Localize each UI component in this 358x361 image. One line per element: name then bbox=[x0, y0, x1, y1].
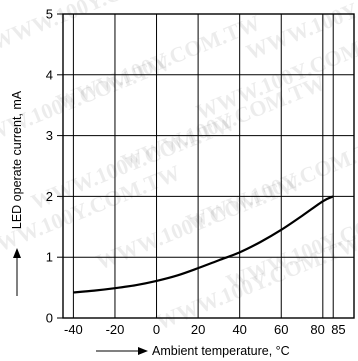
y-tick-label: 2 bbox=[46, 189, 53, 204]
x-tick-label: 60 bbox=[274, 322, 288, 337]
x-tick-label: 0 bbox=[153, 322, 160, 337]
y-tick-labels: 0 1 2 3 4 5 bbox=[46, 7, 63, 326]
series-line bbox=[73, 195, 334, 294]
x-tick-label: 85 bbox=[331, 322, 345, 337]
y-tick-label: 4 bbox=[46, 67, 53, 82]
watermark-layer: WWW.100Y.COM.TWWWW.100Y.COM.TWWWW.100Y.C… bbox=[0, 0, 358, 335]
y-axis-title: LED operate current, mA bbox=[10, 90, 24, 229]
y-tick-label: 1 bbox=[46, 250, 53, 265]
x-tick-label: 80 bbox=[310, 322, 324, 337]
x-tick-label: -40 bbox=[64, 322, 83, 337]
x-tick-label: 20 bbox=[191, 322, 205, 337]
y-axis-arrowhead bbox=[13, 248, 21, 258]
y-tick-label: 3 bbox=[46, 128, 53, 143]
x-axis-title-group: Ambient temperature, °C bbox=[96, 344, 290, 358]
x-tick-label: 40 bbox=[232, 322, 246, 337]
x-axis-title: Ambient temperature, °C bbox=[152, 344, 290, 358]
x-tick-labels: -40 -20 0 20 40 60 80 85 bbox=[64, 322, 346, 337]
y-tick-label: 0 bbox=[46, 311, 53, 326]
y-tick-label: 5 bbox=[46, 7, 53, 22]
grid bbox=[63, 14, 354, 318]
plot-frame bbox=[62, 13, 355, 319]
x-axis-arrowhead bbox=[138, 347, 148, 355]
y-axis-title-group: LED operate current, mA bbox=[10, 90, 24, 296]
series-layer bbox=[73, 195, 334, 294]
x-tick-label: -20 bbox=[106, 322, 125, 337]
